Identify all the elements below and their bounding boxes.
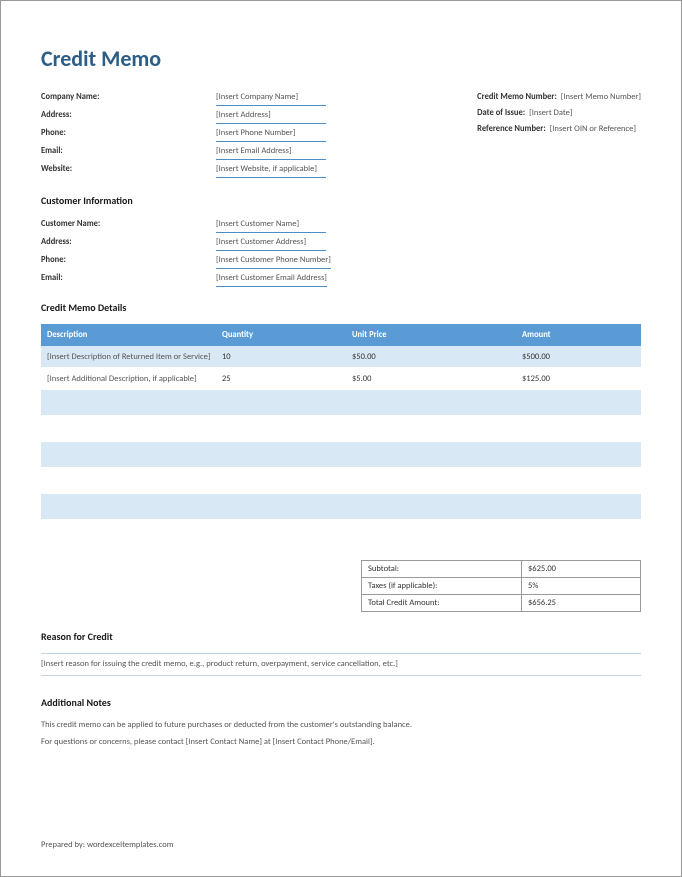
- memo-number-value: [Insert Memo Number]: [561, 90, 641, 104]
- customer-email-value: [Insert Customer Email Address]: [216, 271, 327, 287]
- date-issue-value: [Insert Date]: [529, 106, 572, 120]
- customer-heading: Customer Information: [41, 194, 641, 207]
- page-title: Credit Memo: [41, 45, 641, 72]
- customer-email-label: Email:: [41, 271, 216, 285]
- table-row: [Insert Description of Returned Item or …: [41, 346, 641, 368]
- total-row: Total Credit Amount: $656.25: [362, 595, 640, 611]
- footer-text: Prepared by: wordexceltemplates.com: [41, 840, 174, 850]
- td-description: [Insert Additional Description, if appli…: [47, 374, 222, 384]
- notes-heading: Additional Notes: [41, 696, 641, 709]
- company-address-value: [Insert Address]: [216, 108, 326, 124]
- table-row: [41, 416, 641, 442]
- company-phone-value: [Insert Phone Number]: [216, 126, 326, 142]
- th-quantity: Quantity: [222, 330, 352, 340]
- td-amount: $125.00: [522, 374, 635, 384]
- details-heading: Credit Memo Details: [41, 301, 641, 314]
- company-name-row: Company Name: [Insert Company Name]: [41, 90, 326, 106]
- td-unit-price: $50.00: [352, 352, 522, 362]
- table-header: Description Quantity Unit Price Amount: [41, 324, 641, 346]
- company-address-label: Address:: [41, 108, 216, 122]
- notes-line-1: This credit memo can be applied to futur…: [41, 719, 641, 732]
- total-value: $656.25: [522, 595, 640, 611]
- customer-address-row: Address: [Insert Customer Address]: [41, 235, 641, 251]
- customer-block: Customer Name: [Insert Customer Name] Ad…: [41, 217, 641, 287]
- reference-value: [Insert OIN or Reference]: [550, 122, 636, 136]
- company-website-row: Website: [Insert Website, if applicable]: [41, 162, 326, 178]
- date-issue-row: Date of Issue: [Insert Date]: [477, 106, 641, 120]
- customer-name-value: [Insert Customer Name]: [216, 217, 326, 233]
- company-name-label: Company Name:: [41, 90, 216, 104]
- customer-email-row: Email: [Insert Customer Email Address]: [41, 271, 641, 287]
- taxes-label: Taxes (if applicable):: [362, 578, 522, 594]
- subtotal-value: $625.00: [522, 561, 640, 577]
- th-description: Description: [47, 330, 222, 340]
- customer-address-value: [Insert Customer Address]: [216, 235, 326, 251]
- notes-line-2: For questions or concerns, please contac…: [41, 736, 641, 749]
- memo-number-label: Credit Memo Number:: [477, 90, 557, 104]
- date-issue-label: Date of Issue:: [477, 106, 525, 120]
- separator: [41, 653, 641, 654]
- td-quantity: 25: [222, 374, 352, 384]
- taxes-row: Taxes (if applicable): 5%: [362, 578, 640, 595]
- td-unit-price: $5.00: [352, 374, 522, 384]
- table-body: [Insert Description of Returned Item or …: [41, 346, 641, 520]
- page: Credit Memo Company Name: [Insert Compan…: [0, 0, 682, 877]
- reference-row: Reference Number: [Insert OIN or Referen…: [477, 122, 641, 136]
- company-email-label: Email:: [41, 144, 216, 158]
- company-email-value: [Insert Email Address]: [216, 144, 326, 160]
- customer-name-row: Customer Name: [Insert Customer Name]: [41, 217, 641, 233]
- table-row: [41, 442, 641, 468]
- customer-name-label: Customer Name:: [41, 217, 216, 231]
- customer-address-label: Address:: [41, 235, 216, 249]
- customer-phone-value: [Insert Customer Phone Number]: [216, 253, 331, 269]
- subtotal-row: Subtotal: $625.00: [362, 561, 640, 578]
- top-section: Company Name: [Insert Company Name] Addr…: [41, 90, 641, 180]
- memo-meta-block: Credit Memo Number: [Insert Memo Number]…: [477, 90, 641, 180]
- company-phone-label: Phone:: [41, 126, 216, 140]
- td-quantity: 10: [222, 352, 352, 362]
- company-phone-row: Phone: [Insert Phone Number]: [41, 126, 326, 142]
- th-unit-price: Unit Price: [352, 330, 522, 340]
- company-email-row: Email: [Insert Email Address]: [41, 144, 326, 160]
- table-row: [41, 390, 641, 416]
- subtotal-label: Subtotal:: [362, 561, 522, 577]
- totals-table: Subtotal: $625.00 Taxes (if applicable):…: [361, 560, 641, 612]
- th-amount: Amount: [522, 330, 635, 340]
- customer-phone-label: Phone:: [41, 253, 216, 267]
- td-description: [Insert Description of Returned Item or …: [47, 352, 222, 362]
- customer-phone-row: Phone: [Insert Customer Phone Number]: [41, 253, 641, 269]
- reason-text: [Insert reason for issuing the credit me…: [41, 658, 641, 671]
- reference-label: Reference Number:: [477, 122, 546, 136]
- separator: [41, 675, 641, 676]
- details-table: Description Quantity Unit Price Amount […: [41, 324, 641, 520]
- company-address-row: Address: [Insert Address]: [41, 108, 326, 124]
- td-amount: $500.00: [522, 352, 635, 362]
- company-website-value: [Insert Website, if applicable]: [216, 162, 326, 178]
- reason-heading: Reason for Credit: [41, 630, 641, 643]
- memo-number-row: Credit Memo Number: [Insert Memo Number]: [477, 90, 641, 104]
- company-website-label: Website:: [41, 162, 216, 176]
- table-row: [41, 468, 641, 494]
- company-name-value: [Insert Company Name]: [216, 90, 326, 106]
- table-row: [41, 494, 641, 520]
- table-row: [Insert Additional Description, if appli…: [41, 368, 641, 390]
- total-label: Total Credit Amount:: [362, 595, 522, 611]
- taxes-value: 5%: [522, 578, 640, 594]
- company-block: Company Name: [Insert Company Name] Addr…: [41, 90, 326, 180]
